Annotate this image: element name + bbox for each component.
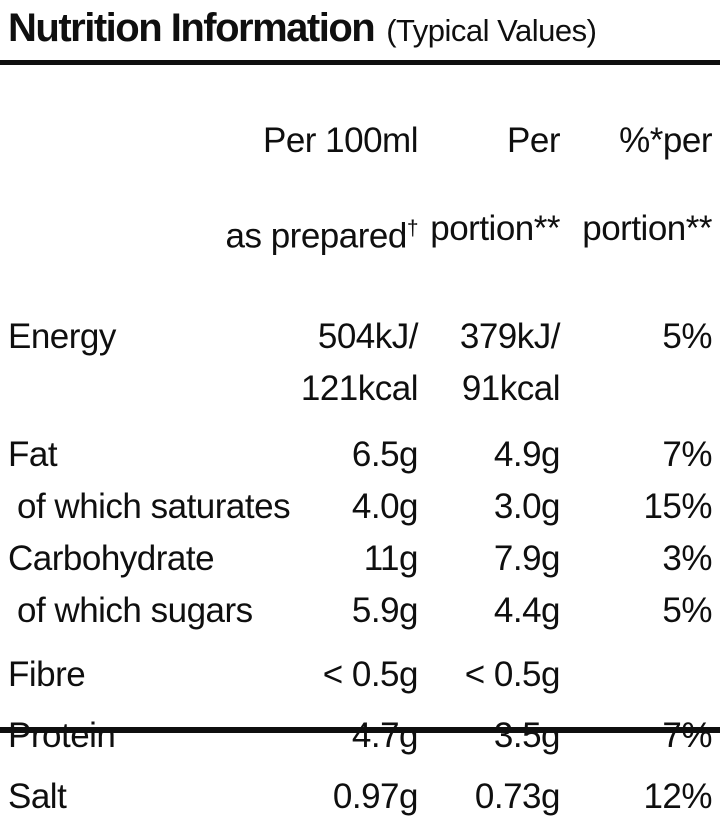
value-per-100ml: 4.0g [351, 486, 419, 526]
nutrition-table: Per 100ml as prepared† Per portion** %*p… [0, 77, 720, 823]
value-per-portion: 379kJ/ 91kcal [459, 316, 561, 408]
nutrient-name: Fat [8, 434, 58, 474]
nutrient-name: Salt [8, 776, 67, 816]
table-header-row: Per 100ml as prepared† Per portion** %*p… [8, 77, 713, 301]
table-row: of which saturates 4.0g 3.0g 15% [8, 481, 713, 533]
column-header-percent-per-portion: %*per portion** [560, 77, 712, 293]
value-per-100ml: 11g [363, 538, 419, 578]
value-per-portion: < 0.5g [464, 654, 561, 694]
column-header-percent-per-portion-line1: %*per [619, 121, 712, 160]
value-per-portion: 4.9g [493, 434, 561, 474]
dagger-footnote-mark: † [406, 217, 419, 240]
value-per-100ml: 5.9g [351, 590, 419, 630]
table-row: Fibre < 0.5g < 0.5g [8, 649, 712, 701]
value-per-100ml: < 0.5g [322, 654, 419, 694]
column-header-per-portion-line1: Per [507, 121, 560, 160]
nutrient-name: Fibre [8, 654, 86, 694]
table-row: Carbohydrate 11g 7.9g 3% [8, 533, 713, 585]
footer-rule [0, 727, 720, 733]
value-per-100ml: 504kJ/ 121kcal [300, 316, 419, 408]
value-per-portion: 0.73g [474, 776, 561, 816]
value-per-portion: 3.5g [493, 715, 561, 755]
value-per-100ml: 4.7g [351, 715, 419, 755]
value-percent-per-portion: 3% [662, 538, 712, 578]
nutrient-name: of which saturates [17, 486, 291, 526]
value-per-100ml: 0.97g [332, 776, 419, 816]
nutrient-name: Protein [8, 715, 116, 755]
as-prepared-text: as prepared [225, 216, 408, 256]
value-per-portion: 3.0g [493, 486, 561, 526]
column-header-per-portion: Per portion** [418, 77, 560, 293]
value-percent-per-portion: 15% [643, 486, 712, 526]
column-header-per-100ml: Per 100ml as prepared† [203, 77, 419, 301]
column-header-per-portion-line2: portion** [430, 209, 560, 248]
table-row: Salt 0.97g 0.73g 12% [8, 771, 713, 823]
value-percent-per-portion: 5% [662, 590, 712, 630]
nutrient-name: Energy [8, 316, 116, 356]
column-header-per-100ml-line2: as prepared† [203, 205, 419, 261]
value-percent-per-portion: 7% [662, 434, 712, 474]
column-header-percent-per-portion-line2: portion** [582, 209, 712, 248]
value-percent-per-portion: 5% [662, 316, 712, 356]
table-row: of which sugars 5.9g 4.4g 5% [8, 585, 713, 637]
nutrient-name: Carbohydrate [8, 538, 215, 578]
value-percent-per-portion: 7% [662, 715, 712, 755]
title-row: Nutrition Information (Typical Values) [0, 0, 720, 51]
value-per-portion: 4.4g [493, 590, 561, 630]
header-rule [0, 60, 720, 65]
typical-values-label: (Typical Values) [386, 13, 597, 48]
table-row: Energy 504kJ/ 121kcal 379kJ/ 91kcal 5% [8, 311, 713, 415]
table-body: Energy 504kJ/ 121kcal 379kJ/ 91kcal 5% F… [8, 311, 713, 823]
column-header-per-100ml-line1: Per 100ml [262, 121, 419, 160]
table-row: Fat 6.5g 4.9g 7% [8, 429, 713, 481]
value-percent-per-portion: 12% [643, 776, 712, 816]
table-row: Protein 4.7g 3.5g 7% [8, 710, 713, 762]
value-per-portion: 7.9g [493, 538, 561, 578]
value-per-100ml: 6.5g [351, 434, 419, 474]
page-title: Nutrition Information [8, 6, 376, 50]
nutrient-name: of which sugars [17, 590, 253, 630]
